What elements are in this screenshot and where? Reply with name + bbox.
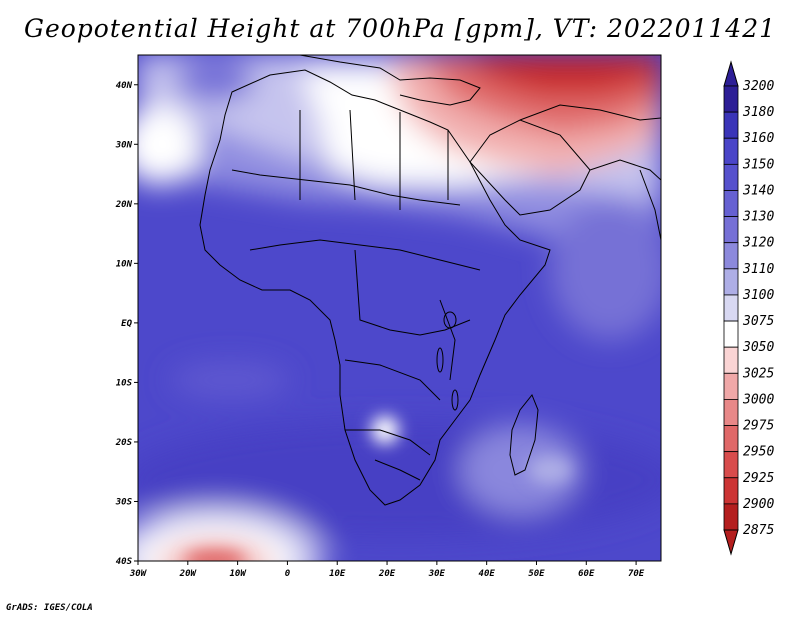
colorbar-label: 3110 [742, 262, 774, 277]
latitude-axis: 40N 30N 20N 10N EQ 10S 20S 30S 40S [115, 81, 138, 567]
lat-label: 20N [115, 200, 133, 210]
lon-label: 0 [285, 569, 291, 579]
lon-label: 40E [479, 569, 496, 579]
colorbar-label: 3120 [742, 236, 774, 251]
colorbar-label: 3160 [742, 131, 774, 146]
colorbar-swatch [723, 451, 739, 479]
colorbar-label: 3200 [742, 79, 774, 94]
lon-label: 60E [578, 569, 595, 579]
colorbar-swatch [723, 268, 739, 296]
colorbar-label: 3000 [742, 392, 774, 407]
lat-label: 40N [116, 81, 133, 91]
colorbar-label: 2950 [743, 445, 774, 460]
lon-label: 10W [229, 569, 247, 579]
lat-label: 10N [116, 259, 133, 269]
lon-label: 20W [179, 569, 198, 579]
lat-label: 30S [115, 497, 133, 507]
lon-label: 50E [528, 569, 545, 579]
lon-label: 70E [628, 569, 645, 579]
lon-label: 10E [329, 569, 346, 579]
colorbar-swatch [723, 111, 739, 139]
colorbar-swatch [723, 190, 739, 217]
lat-label: EQ [121, 319, 132, 329]
colorbar-swatch [723, 425, 739, 453]
grads-credit: GrADS: IGES/COLA [6, 603, 93, 613]
colorbar: 3200 3180 3160 3150 3140 3130 3120 3110 3100 3075… [723, 60, 774, 556]
colorbar-swatch [723, 503, 739, 531]
colorbar-label: 3025 [742, 366, 774, 381]
colorbar-label: 2875 [743, 523, 774, 538]
colorbar-swatch [723, 85, 739, 113]
lat-label: 20S [115, 438, 133, 448]
coastlines [199, 55, 661, 506]
colorbar-swatch [723, 163, 739, 191]
plot-frame [137, 54, 662, 562]
height-field [138, 55, 661, 561]
lon-label: 30E [428, 569, 446, 579]
lat-label: 40S [116, 557, 133, 567]
colorbar-label: 2925 [743, 471, 774, 486]
colorbar-max-arrow [723, 60, 739, 87]
colorbar-swatch [723, 216, 739, 244]
colorbar-label: 2975 [743, 419, 774, 434]
lat-label: 30N [115, 140, 133, 150]
colorbar-label: 3100 [742, 288, 774, 303]
chart-title: Geopotential Height at 700hPa [gpm], VT:… [23, 14, 777, 43]
colorbar-label: 3050 [742, 340, 774, 355]
colorbar-swatch [723, 242, 739, 270]
colorbar-label: 3150 [742, 157, 774, 172]
colorbar-swatch [723, 399, 739, 426]
colorbar-swatch [723, 477, 739, 505]
colorbar-label: 3180 [742, 105, 774, 120]
lon-label: 20E [378, 569, 396, 579]
colorbar-swatch [723, 320, 739, 348]
colorbar-label: 2900 [743, 497, 774, 512]
colorbar-label: 3075 [742, 314, 774, 329]
colorbar-swatch [723, 346, 739, 374]
colorbar-swatch [723, 294, 739, 322]
colorbar-label: 3130 [742, 210, 774, 225]
colorbar-min-arrow [723, 529, 739, 556]
lat-label: 10S [116, 378, 133, 388]
lon-label: 30W [129, 569, 148, 579]
colorbar-swatch [723, 137, 739, 165]
colorbar-swatch [723, 372, 739, 400]
colorbar-label: 3140 [742, 183, 774, 198]
longitude-axis: 30W 20W 10W 0 10E 20E 30E 40E 50E 60E 70E [129, 561, 645, 579]
